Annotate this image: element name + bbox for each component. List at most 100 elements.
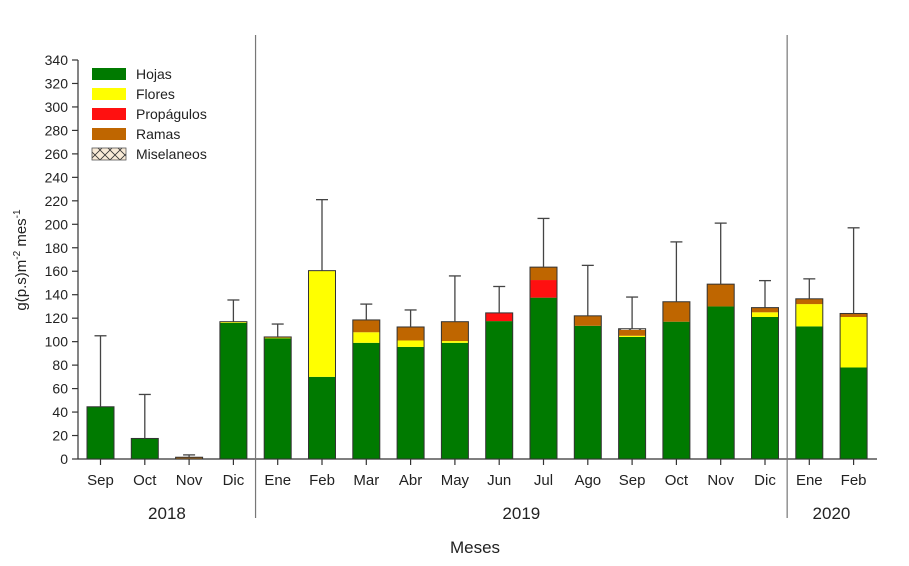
bar-segment-hojas	[795, 326, 823, 459]
y-tick-label: 220	[45, 193, 69, 209]
bar-segment-hojas	[574, 325, 602, 459]
bar-segment-hojas	[840, 367, 868, 459]
bar-segment-ramas	[175, 457, 203, 459]
x-tick-label: Abr	[399, 472, 422, 489]
bar-segment-hojas	[707, 306, 735, 459]
x-axis: Sep Oct Nov Dic Ene Feb Mar Abr May Jun Jul Ago Sep O…	[78, 458, 877, 489]
y-tick-label: 160	[45, 263, 69, 279]
legend-label: Propágulos	[136, 106, 207, 122]
bar-segment-hojas	[87, 406, 114, 459]
legend: Hojas Flores Propágulos Ramas Miselaneos	[91, 66, 207, 162]
y-axis-title-sup1: -2	[12, 250, 23, 259]
y-tick-label: 280	[45, 122, 69, 138]
bar-segment-flores	[397, 340, 425, 347]
bar-segment-ramas	[751, 307, 779, 313]
bar-segment-hojas	[308, 376, 336, 459]
bar-segment-hojas	[352, 342, 380, 459]
y-tick-label: 320	[45, 75, 69, 91]
y-axis: 0 20 40 60 80 100 120 140 160 180 200 220 240 260 280 3…	[45, 52, 79, 467]
bar-segment-hojas	[751, 317, 779, 459]
bar-segment-ramas	[618, 329, 646, 336]
bar-segment-flores	[751, 312, 779, 318]
y-tick-label: 40	[52, 404, 68, 420]
bar-segment-ramas	[795, 298, 823, 305]
year-separators: 2018 2019 2020	[148, 35, 850, 523]
legend-swatch	[92, 68, 126, 80]
bar-segment-ramas	[397, 326, 425, 341]
bar-segment-flores	[618, 335, 646, 337]
x-tick-label: Dic	[754, 472, 776, 489]
bar-segment-propgulos	[485, 312, 513, 322]
bar-segment-hojas	[219, 322, 247, 459]
y-tick-label: 200	[45, 216, 69, 232]
bar-segment-propgulos	[530, 280, 557, 298]
bar-segment-ramas	[352, 319, 380, 333]
y-tick-label: 340	[45, 52, 69, 68]
x-tick-label: Feb	[841, 472, 867, 489]
y-tick-label: 240	[45, 169, 69, 185]
legend-label: Ramas	[136, 126, 180, 142]
y-tick-label: 20	[52, 428, 68, 444]
bar-segment-hojas	[264, 338, 292, 459]
legend-label: Miselaneos	[136, 146, 207, 162]
x-tick-label: Oct	[133, 472, 157, 489]
y-tick-label: 80	[52, 357, 68, 373]
bar-segment-hojas	[397, 346, 425, 459]
bar-segment-flores	[795, 304, 823, 327]
year-label: 2018	[148, 504, 186, 523]
x-tick-label: Ene	[796, 472, 823, 489]
bar-segment-flores	[264, 337, 292, 339]
legend-label: Hojas	[136, 66, 172, 82]
x-tick-label: Jun	[487, 472, 511, 489]
bar-segment-flores	[840, 317, 868, 368]
y-tick-label: 300	[45, 99, 69, 115]
legend-swatch	[91, 147, 127, 161]
error-bars	[94, 198, 860, 458]
x-tick-label: Nov	[707, 472, 734, 489]
bar-segment-ramas	[530, 267, 557, 281]
y-tick-label: 260	[45, 146, 69, 162]
x-tick-label: Ago	[574, 472, 601, 489]
x-tick-label: Sep	[619, 472, 646, 489]
x-tick-label: Nov	[176, 472, 203, 489]
bar-segment-hojas	[131, 438, 159, 459]
y-axis-title-main: g(p.s)m	[13, 260, 30, 311]
legend-swatch	[92, 108, 126, 120]
x-tick-label: Jul	[534, 472, 553, 489]
bar-segment-miselaneos	[618, 328, 646, 330]
y-axis-title-mid: mes	[13, 218, 30, 251]
x-tick-label: Feb	[309, 472, 335, 489]
bar-segment-flores	[441, 341, 469, 343]
x-tick-label: Dic	[223, 472, 245, 489]
y-tick-label: 140	[45, 287, 69, 303]
x-tick-label: May	[441, 472, 470, 489]
bar-segment-hojas	[530, 297, 557, 459]
legend-label: Flores	[136, 86, 175, 102]
legend-swatch	[92, 88, 126, 100]
legend-swatch	[92, 128, 126, 140]
bar-segment-flores	[308, 270, 336, 377]
x-tick-label: Ene	[264, 472, 291, 489]
y-tick-label: 120	[45, 310, 69, 326]
bar-segment-ramas	[662, 301, 690, 322]
y-axis-title: g(p.s)m-2 mes-1	[12, 209, 30, 311]
bar-segment-flores	[352, 332, 380, 343]
x-tick-label: Mar	[353, 472, 379, 489]
year-label: 2020	[813, 504, 851, 523]
y-tick-label: 60	[52, 381, 68, 397]
y-tick-label: 180	[45, 240, 69, 256]
bar-segment-hojas	[618, 336, 646, 459]
bar-segment-hojas	[485, 321, 513, 459]
bar-segment-hojas	[441, 342, 469, 459]
bar-segment-flores	[219, 321, 247, 323]
y-tick-label: 100	[45, 334, 69, 350]
year-label: 2019	[502, 504, 540, 523]
x-tick-label: Sep	[87, 472, 114, 489]
x-axis-title: Meses	[450, 538, 500, 557]
bar-segment-ramas	[840, 313, 868, 318]
y-axis-title-sup2: -1	[12, 209, 23, 218]
bar-segment-hojas	[662, 321, 690, 459]
bar-segment-ramas	[574, 315, 602, 326]
y-tick-label: 0	[60, 451, 68, 467]
